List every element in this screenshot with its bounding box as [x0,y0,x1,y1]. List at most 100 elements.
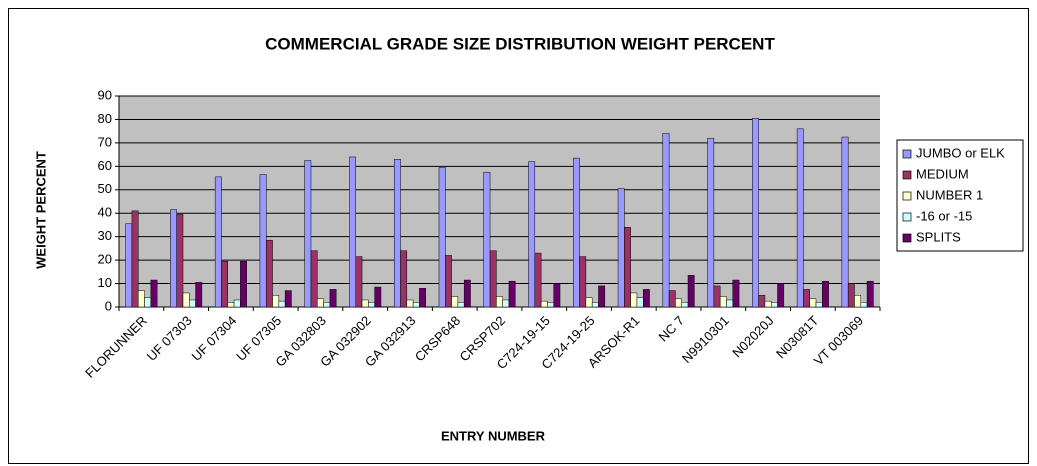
bar [278,300,286,308]
plot-area [119,96,880,307]
bar [585,297,593,308]
bar [361,299,369,308]
bar [355,256,363,308]
bar [579,256,587,308]
legend-swatch [902,149,912,159]
bar [265,239,273,308]
bar [841,136,849,308]
bar [233,299,241,308]
y-tick-label: 50 [98,181,112,196]
bar [457,302,465,308]
bar [489,250,497,308]
y-tick-label: 40 [98,205,112,220]
bar [630,292,638,308]
y-tick-label: 10 [98,275,112,290]
bar [221,261,229,308]
bar [483,171,491,308]
bar [854,295,862,308]
bar [412,302,420,308]
bar [144,297,152,308]
bar [617,188,625,308]
bar [445,255,452,308]
bar [758,295,766,308]
bar [707,137,715,308]
legend-label: SPLITS [916,229,961,244]
bar [240,261,247,308]
chart-title: COMMERCIAL GRADE SIZE DISTRIBUTION WEIGH… [265,34,775,53]
bar [847,283,855,308]
y-tick-label: 20 [98,252,112,267]
bar [438,167,446,308]
bar [752,118,759,308]
bar [553,283,561,308]
bar [368,302,375,308]
bar [815,302,823,308]
bar [642,289,650,308]
bar [451,296,459,308]
bar [131,210,139,308]
bar [323,302,331,308]
bar [822,280,829,308]
bar [681,302,689,308]
bar [732,279,740,308]
bar [809,298,817,308]
legend-swatch [902,170,912,180]
bar [719,296,727,308]
y-tick-label: 30 [98,228,112,243]
bar [770,302,778,308]
bar [150,279,158,308]
legend-swatch [902,212,912,222]
bar [272,295,280,308]
legend-swatch [902,233,912,243]
y-tick-label: 90 [98,87,112,102]
y-tick-label: 0 [105,298,112,313]
bar [687,275,695,308]
legend-label: MEDIUM [916,166,969,181]
y-axis-title: WEIGHT PERCENT [33,151,48,269]
x-axis-title: ENTRY NUMBER [441,428,546,443]
bar [304,160,312,308]
bar [777,283,785,308]
bar [176,214,184,308]
legend-swatch [902,191,912,201]
bar [624,227,631,308]
legend-label: JUMBO or ELK [916,145,1005,160]
bar [591,302,599,308]
legend-label: NUMBER 1 [916,187,983,202]
bar [675,298,682,308]
bar [310,250,318,308]
bar [406,299,414,308]
bar [182,292,190,308]
bar [636,297,644,308]
bar [764,300,772,308]
bar [540,300,548,308]
bar [502,299,510,308]
y-tick-label: 70 [98,134,112,149]
bar [713,285,721,308]
bar [866,280,874,308]
bar [214,176,222,308]
bar [573,157,580,308]
y-tick-label: 60 [98,158,112,173]
bar [803,289,810,308]
bar [419,287,426,308]
bar [259,174,267,308]
bar [400,250,408,308]
bar [496,296,503,308]
bar [463,279,471,308]
bar [534,252,542,308]
bar [329,289,337,308]
y-tick-label: 80 [98,111,112,126]
bar [528,161,536,308]
bar [393,159,401,308]
bar [317,298,324,308]
bar [860,302,868,308]
bar [284,290,292,308]
legend-label: -16 or -15 [916,208,972,223]
bar [547,302,554,308]
bar [195,282,203,308]
bar [349,156,357,308]
bar [170,209,177,308]
bar [598,285,606,308]
